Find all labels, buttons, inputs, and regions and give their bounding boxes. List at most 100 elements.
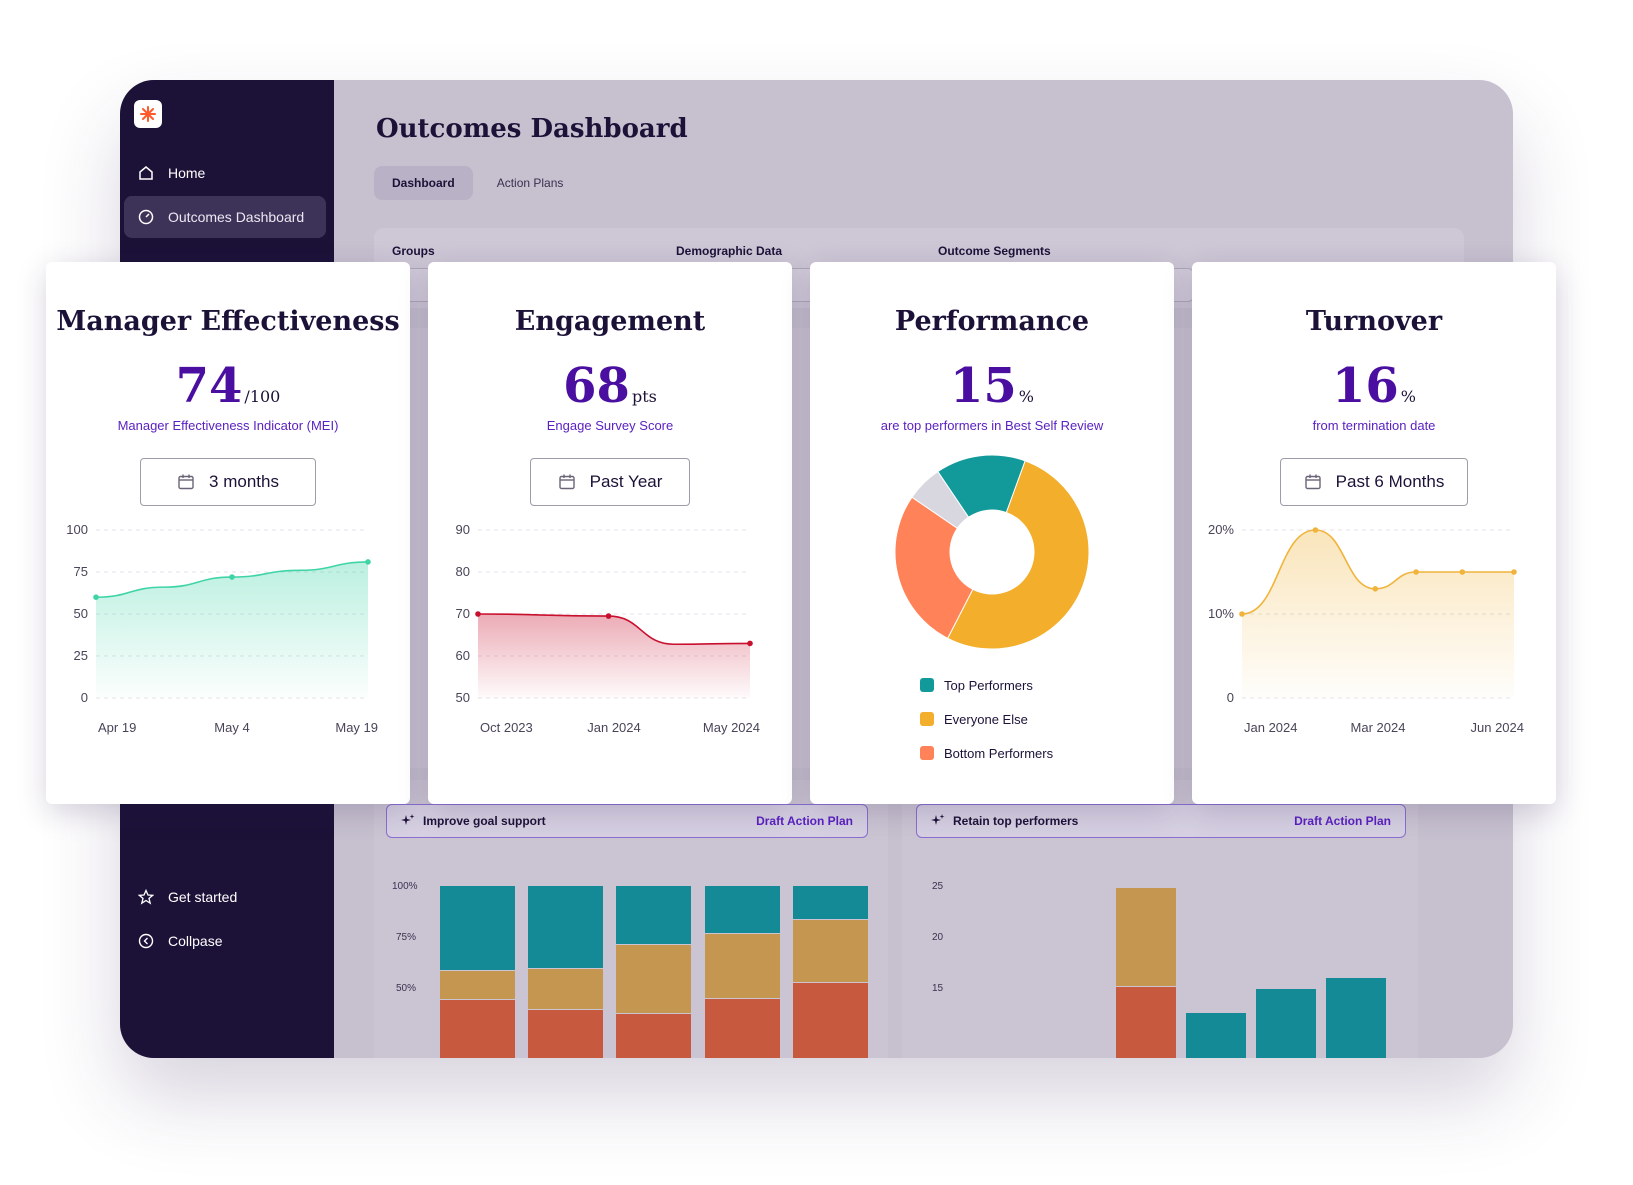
legend-swatch: [920, 678, 934, 692]
bg-bar-segment: [1256, 989, 1316, 1058]
card-metric: 68 pts: [428, 358, 792, 414]
card-metric: 15%: [810, 358, 1174, 414]
action-bar-label: Improve goal support: [423, 814, 546, 828]
sidebar-item-get-started[interactable]: Get started: [124, 876, 326, 918]
app-logo[interactable]: [134, 100, 162, 128]
date-range-label: 3 months: [209, 472, 279, 491]
bg-ytick: 20: [932, 932, 944, 943]
card-title: Turnover: [1305, 306, 1443, 337]
groups-label: Groups: [392, 244, 435, 258]
sidebar-item-label: Get started: [168, 889, 238, 905]
card-subtitle: are top performers in Best Self Review: [880, 418, 1104, 433]
card-subtitle: Manager Effectiveness Indicator (MEI): [117, 418, 339, 433]
data-point: [605, 613, 612, 619]
action-bar-goal-support[interactable]: Improve goal support Draft Action Plan: [386, 804, 868, 838]
bg-bar-segment: [793, 983, 868, 1058]
bg-bar-segment: [528, 969, 603, 1009]
y-tick-label: 100: [66, 522, 88, 537]
data-point: [365, 559, 371, 565]
bg-bar-segment: [705, 934, 780, 998]
x-tick-label: Mar 2024: [1351, 720, 1406, 735]
card-metric: 74/100: [46, 358, 410, 414]
data-point: [1413, 569, 1419, 575]
turnover-chart: 20% 10% 0 Jan 2024 Mar 2024 Jun 2024: [1208, 522, 1524, 735]
card-subtitle: Engage Survey Score: [546, 418, 674, 433]
background-bar-charts: [440, 886, 1386, 1058]
card-manager-effectiveness: Manager Effectiveness 74/100 Manager Eff…: [46, 262, 410, 804]
chart-legend: Top Performers Everyone Else Bottom Perf…: [920, 668, 1053, 770]
demographic-label: Demographic Data: [676, 244, 783, 258]
bg-bar-segment: [705, 886, 780, 933]
card-subtitle: from termination date: [1312, 418, 1436, 433]
bg-bar-segment: [616, 945, 691, 1013]
bg-ytick: 25: [932, 881, 944, 892]
x-tick-label: Apr 19: [98, 720, 136, 735]
legend-swatch: [920, 746, 934, 760]
data-point: [475, 611, 481, 617]
card-performance: Performance 15% are top performers in Be…: [810, 262, 1174, 804]
action-bar-retain-top[interactable]: Retain top performers Draft Action Plan: [916, 804, 1406, 838]
calendar-icon: [1304, 474, 1321, 490]
y-tick-label: 75: [74, 564, 88, 579]
series-area: [96, 561, 368, 698]
bg-ytick: 50%: [396, 983, 417, 994]
legend-item: Top Performers: [920, 668, 1053, 702]
bg-bar-segment: [616, 886, 691, 944]
data-point: [1459, 569, 1466, 575]
bg-bar-segment: [1186, 1013, 1246, 1058]
sidebar-item-collapse[interactable]: Collpase: [124, 920, 326, 962]
data-point: [747, 640, 753, 647]
tab-action-plans[interactable]: Action Plans: [496, 176, 564, 190]
y-tick-label: 70: [456, 606, 470, 621]
bg-bar-segment: [793, 920, 868, 982]
card-title: Performance: [894, 306, 1090, 337]
data-point: [1372, 586, 1379, 592]
y-tick-label: 80: [456, 564, 470, 579]
bg-bar-segment: [705, 999, 780, 1058]
y-tick-label: 50: [456, 690, 470, 705]
logo-icon: [140, 106, 156, 122]
bg-bar-segment: [793, 886, 868, 919]
bg-bar-segment: [528, 1010, 603, 1058]
data-point: [93, 594, 99, 600]
data-point: [1239, 611, 1245, 617]
tab-dashboard[interactable]: Dashboard: [374, 166, 473, 200]
draft-action-plan-link[interactable]: Draft Action Plan: [1294, 814, 1391, 828]
sparkle-icon: [401, 814, 415, 825]
card-metric: 16%: [1192, 358, 1556, 414]
metric-value: 68: [563, 358, 630, 414]
metric-value: 16: [1332, 358, 1399, 414]
draft-action-plan-link[interactable]: Draft Action Plan: [756, 814, 853, 828]
metric-unit: /100: [244, 387, 281, 406]
y-tick-label: 10%: [1208, 606, 1234, 621]
bg-bar-segment: [1326, 978, 1386, 1058]
card-engagement: Engagement 68 pts Engage Survey Score Pas…: [428, 262, 792, 804]
action-bar-label: Retain top performers: [953, 814, 1079, 828]
bars-right: [1116, 888, 1386, 1058]
sidebar-item-outcomes-dashboard[interactable]: Outcomes Dashboard: [124, 196, 326, 238]
y-tick-label: 60: [456, 648, 470, 663]
date-range-picker[interactable]: Past Year: [530, 458, 690, 506]
gauge-icon: [138, 209, 154, 225]
donut-slice: [946, 460, 1090, 650]
y-tick-label: 50: [74, 606, 88, 621]
series-line: [477, 613, 751, 646]
bg-ytick: 75%: [396, 932, 417, 943]
sidebar-item-label: Collpase: [168, 933, 223, 949]
manager-effectiveness-chart: 100 75 50 25 0 Apr 19 May 4 May 19: [66, 522, 378, 735]
sidebar-item-label: Outcomes Dashboard: [168, 209, 305, 225]
legend-swatch: [920, 712, 934, 726]
sidebar-item-home[interactable]: Home: [124, 152, 326, 194]
sparkle-icon: [931, 814, 945, 825]
sidebar-item-label: Home: [168, 165, 206, 181]
x-tick-label: Oct 2023: [480, 720, 533, 735]
bg-bar-segment: [616, 1014, 691, 1058]
date-range-label: Past 6 Months: [1335, 472, 1445, 491]
x-tick-label: Jan 2024: [587, 720, 641, 735]
date-range-picker[interactable]: Past 6 Months: [1280, 458, 1468, 506]
x-tick-label: May 19: [335, 720, 378, 735]
date-range-picker[interactable]: 3 months: [140, 458, 316, 506]
bg-bar-segment: [440, 886, 515, 970]
page-title: Outcomes Dashboard: [376, 114, 688, 144]
legend-item: Bottom Performers: [920, 736, 1053, 770]
